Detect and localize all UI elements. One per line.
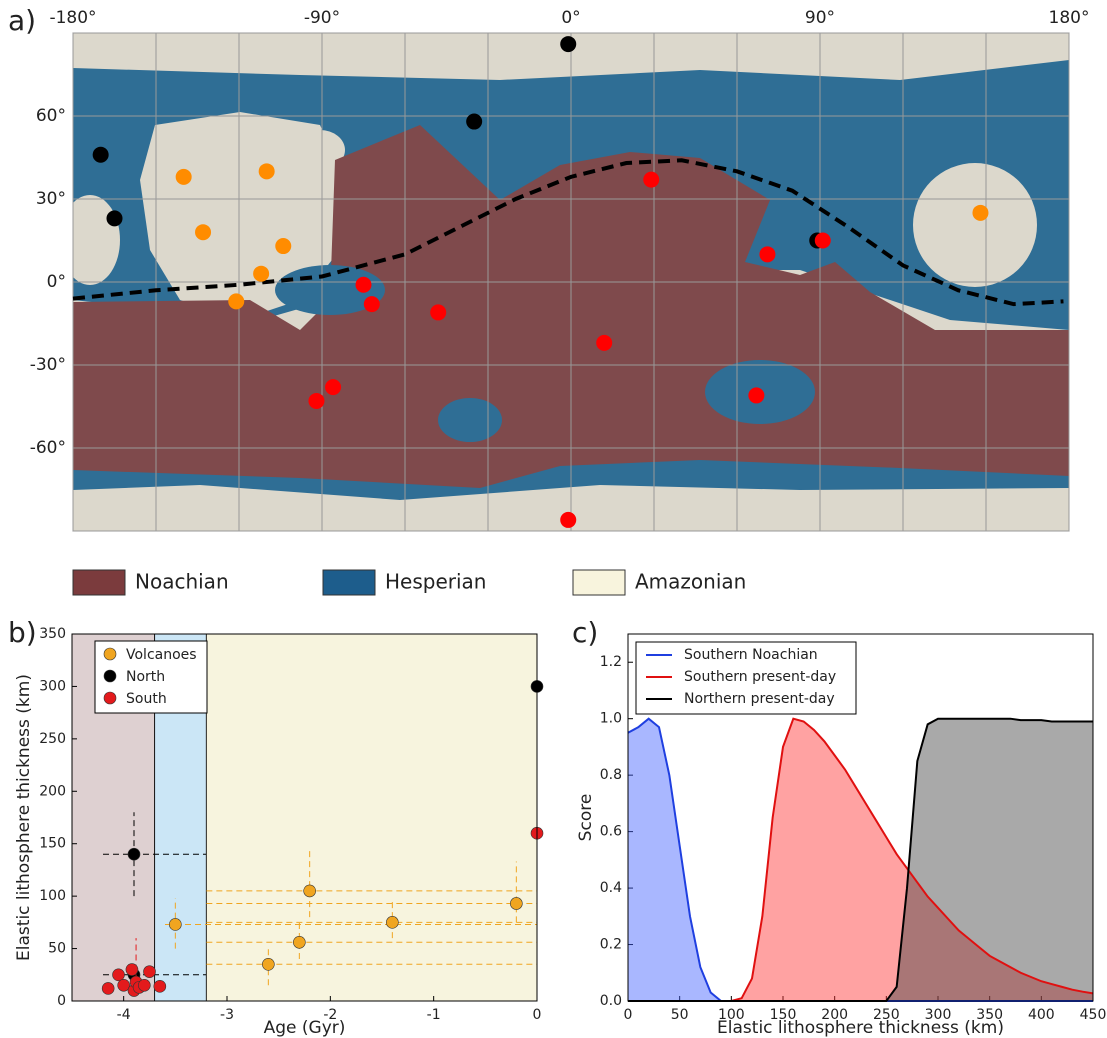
data-point [293, 936, 305, 948]
site-point [748, 387, 764, 403]
y-tick-label: 0.8 [600, 767, 622, 783]
y-tick-label: 0.2 [600, 937, 622, 953]
legend-marker [104, 692, 116, 704]
legend-marker [104, 670, 116, 682]
data-point [169, 918, 181, 930]
y-tick-label: 0 [57, 993, 66, 1009]
figure: a) -180° -90° 0° 90° 180° 60° 30° 0° -30° -60° Noac… [0, 0, 1107, 1038]
site-point [364, 296, 380, 312]
y-tick-label: 300 [39, 678, 66, 694]
y-tick-label: 1.0 [600, 711, 622, 727]
site-point [560, 36, 576, 52]
data-point [102, 982, 114, 994]
legend-label: Northern present-day [684, 691, 835, 707]
legend-label: Hesperian [385, 570, 486, 594]
x-tick-label: 90° [805, 8, 835, 28]
y-tick-label: 0° [47, 272, 66, 292]
site-point [596, 335, 612, 351]
legend-label: Volcanoes [126, 647, 197, 663]
legend-swatch [573, 570, 625, 595]
data-point [126, 964, 138, 976]
y-tick-label: 0.0 [600, 993, 622, 1009]
y-tick-label: 100 [39, 888, 66, 904]
site-point [643, 172, 659, 188]
y-tick-label: 250 [39, 731, 66, 747]
y-tick-label: 200 [39, 783, 66, 799]
y-tick-label: 0.4 [600, 880, 622, 896]
data-point [262, 958, 274, 970]
x-tick-label: 400 [1028, 1007, 1055, 1023]
legend-swatch [73, 570, 125, 595]
data-point [113, 969, 125, 981]
site-point [308, 393, 324, 409]
site-point [107, 210, 123, 226]
site-point [325, 379, 341, 395]
legend-label: South [126, 691, 167, 707]
site-point [466, 114, 482, 130]
legend-label: Noachian [135, 570, 229, 594]
x-tick-label: -90° [304, 8, 340, 28]
data-point [144, 966, 156, 978]
x-tick-label: 450 [1080, 1007, 1107, 1023]
site-point [430, 304, 446, 320]
legend-label: North [126, 669, 165, 685]
legend-marker [104, 648, 116, 660]
site-point [176, 169, 192, 185]
x-tick-label: -4 [117, 1007, 131, 1023]
site-point [972, 205, 988, 221]
x-tick-label: 0 [624, 1007, 633, 1023]
x-tick-label: -180° [49, 8, 96, 28]
site-point [93, 147, 109, 163]
x-axis-label: Elastic lithosphere thickness (km) [717, 1018, 1004, 1038]
data-point [154, 980, 166, 992]
age-band [206, 634, 537, 1001]
y-tick-label: 0.6 [600, 824, 622, 840]
x-tick-label: -3 [220, 1007, 234, 1023]
data-point [386, 916, 398, 928]
data-point [128, 848, 140, 860]
y-tick-label: 30° [36, 189, 66, 209]
panel-letter: c) [572, 616, 598, 649]
data-point [138, 979, 150, 991]
data-point [304, 885, 316, 897]
site-point [356, 277, 372, 293]
data-point [510, 897, 522, 909]
y-tick-label: 150 [39, 836, 66, 852]
y-tick-label: -30° [30, 355, 66, 375]
x-tick-label: -1 [427, 1007, 441, 1023]
x-tick-label: 180° [1049, 8, 1090, 28]
x-tick-label: 0° [561, 8, 580, 28]
x-tick-label: 50 [671, 1007, 689, 1023]
site-point [560, 512, 576, 528]
y-axis-label: Elastic lithosphere thickness (km) [14, 674, 34, 961]
x-tick-label: 0 [533, 1007, 542, 1023]
site-point [259, 163, 275, 179]
site-point [228, 293, 244, 309]
y-tick-label: 60° [36, 106, 66, 126]
site-point [195, 224, 211, 240]
y-tick-label: 50 [48, 941, 66, 957]
site-point [253, 266, 269, 282]
panel-letter: a) [8, 4, 36, 37]
legend-label: Amazonian [635, 570, 746, 594]
x-axis-label: Age (Gyr) [264, 1018, 346, 1038]
legend-swatch [323, 570, 375, 595]
site-point [815, 233, 831, 249]
panel-letter: b) [8, 616, 37, 649]
legend-label: Southern Noachian [684, 647, 818, 663]
y-axis-label: Score [576, 794, 596, 842]
y-tick-label: 1.2 [600, 654, 622, 670]
y-tick-label: 350 [39, 626, 66, 642]
legend-label: Southern present-day [684, 669, 836, 685]
site-point [275, 238, 291, 254]
y-tick-label: -60° [30, 438, 66, 458]
site-point [759, 246, 775, 262]
